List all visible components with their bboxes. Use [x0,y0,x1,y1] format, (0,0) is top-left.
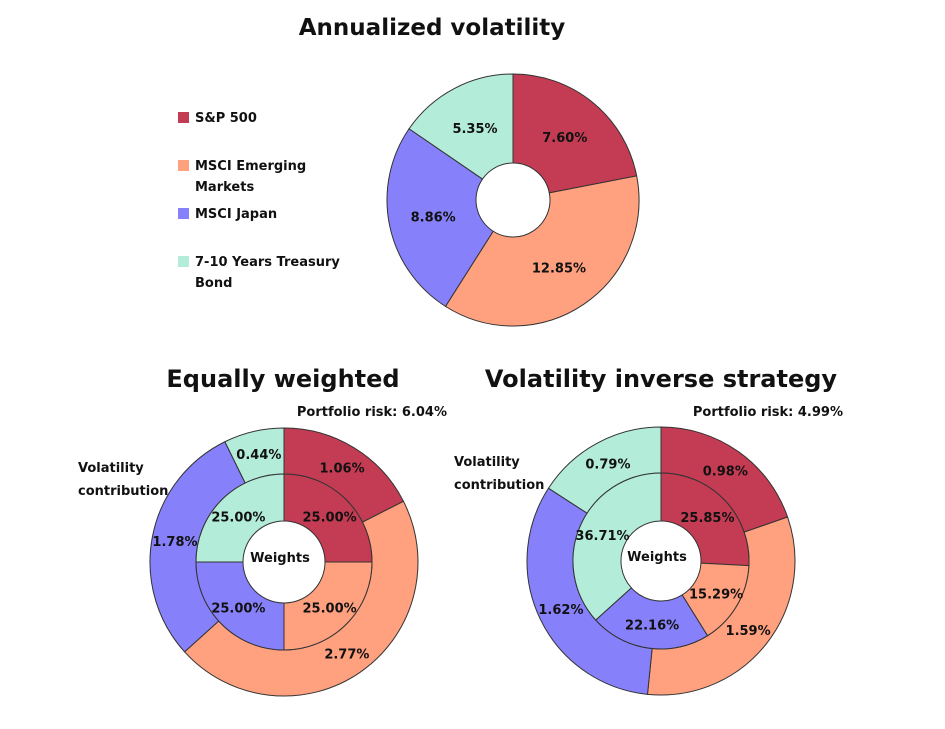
legend-label-treasury-line2: Bond [195,276,232,291]
volatility-label-em: 12.85% [532,261,586,276]
legend-swatch-japan [178,208,189,219]
weight-label-treasury: 25.00% [211,510,265,525]
contribution-label-em: 1.59% [726,624,771,639]
chart-title-equal: Equally weighted [166,365,399,393]
legend-swatch-sp500 [178,112,189,123]
contribution-label-treasury: 0.44% [236,448,281,463]
weight-label-japan: 25.00% [211,602,265,617]
outer-ring-label-line2: contribution [454,478,544,493]
weight-slice-treasury [195,473,285,563]
legend: S&P 500 MSCI Emerging Markets MSCI Japan… [178,111,340,291]
portfolio-risk-inverse: Portfolio risk: 4.99% [693,405,843,420]
legend-label-japan: MSCI Japan [195,207,277,222]
chart-title-inverse: Volatility inverse strategy [485,365,838,393]
donut-annualized-volatility: 7.60% 12.85% 8.86% 5.35% [386,73,640,327]
weight-slice-em [283,561,373,651]
weight-label-em: 15.29% [689,588,743,603]
weight-label-sp500: 25.00% [303,510,357,525]
volatility-label-treasury: 5.35% [452,122,497,137]
outer-ring-label-line1: Volatility [454,455,520,470]
weight-label-treasury: 36.71% [575,529,629,544]
donut-volatility-inverse: 0.98% 1.59% 1.62% 0.79% 25.85% 15.29% 22.16% 36… [526,426,796,696]
weight-label-japan: 22.16% [625,618,679,633]
weight-slice-japan [195,561,285,651]
contribution-label-japan: 1.78% [152,535,197,550]
volatility-label-japan: 8.86% [411,210,456,225]
legend-swatch-em [178,160,189,171]
volatility-slice-japan [386,128,494,308]
portfolio-risk-equal: Portfolio risk: 6.04% [297,405,447,420]
legend-label-em-line1: MSCI Emerging [195,159,306,174]
center-label-inverse: Weights [627,550,687,565]
volatility-slice-treasury [408,73,514,180]
weight-slice-sp500 [660,472,750,567]
outer-ring-label-line1: Volatility [78,461,144,476]
legend-label-em-line2: Markets [195,180,254,195]
contribution-label-treasury: 0.79% [585,458,630,473]
weight-slice-japan [595,587,709,650]
volatility-label-sp500: 7.60% [542,131,587,146]
legend-swatch-treasury [178,256,189,267]
weight-label-em: 25.00% [303,602,357,617]
center-label-equal: Weights [250,551,310,566]
chart-title-volatility: Annualized volatility [299,15,566,41]
donut-equally-weighted: 1.06% 2.77% 1.78% 0.44% 25.00% 25.00% 25.00% 25… [149,427,419,697]
legend-label-treasury-line1: 7-10 Years Treasury [195,255,340,270]
contribution-label-sp500: 1.06% [320,461,365,476]
contribution-label-sp500: 0.98% [703,465,748,480]
outer-ring-label-line2: contribution [78,484,168,499]
weight-slice-treasury [572,472,662,621]
volatility-slice-em [444,175,640,327]
outer-ring-label-equal: Volatility contribution [78,461,168,499]
contribution-label-japan: 1.62% [538,603,583,618]
legend-label-sp500: S&P 500 [195,111,257,126]
outer-ring-label-inverse: Volatility contribution [454,455,544,493]
contribution-label-em: 2.77% [324,647,369,662]
volatility-slice-sp500 [512,73,638,194]
weight-slice-sp500 [283,473,373,563]
weight-label-sp500: 25.85% [680,511,734,526]
